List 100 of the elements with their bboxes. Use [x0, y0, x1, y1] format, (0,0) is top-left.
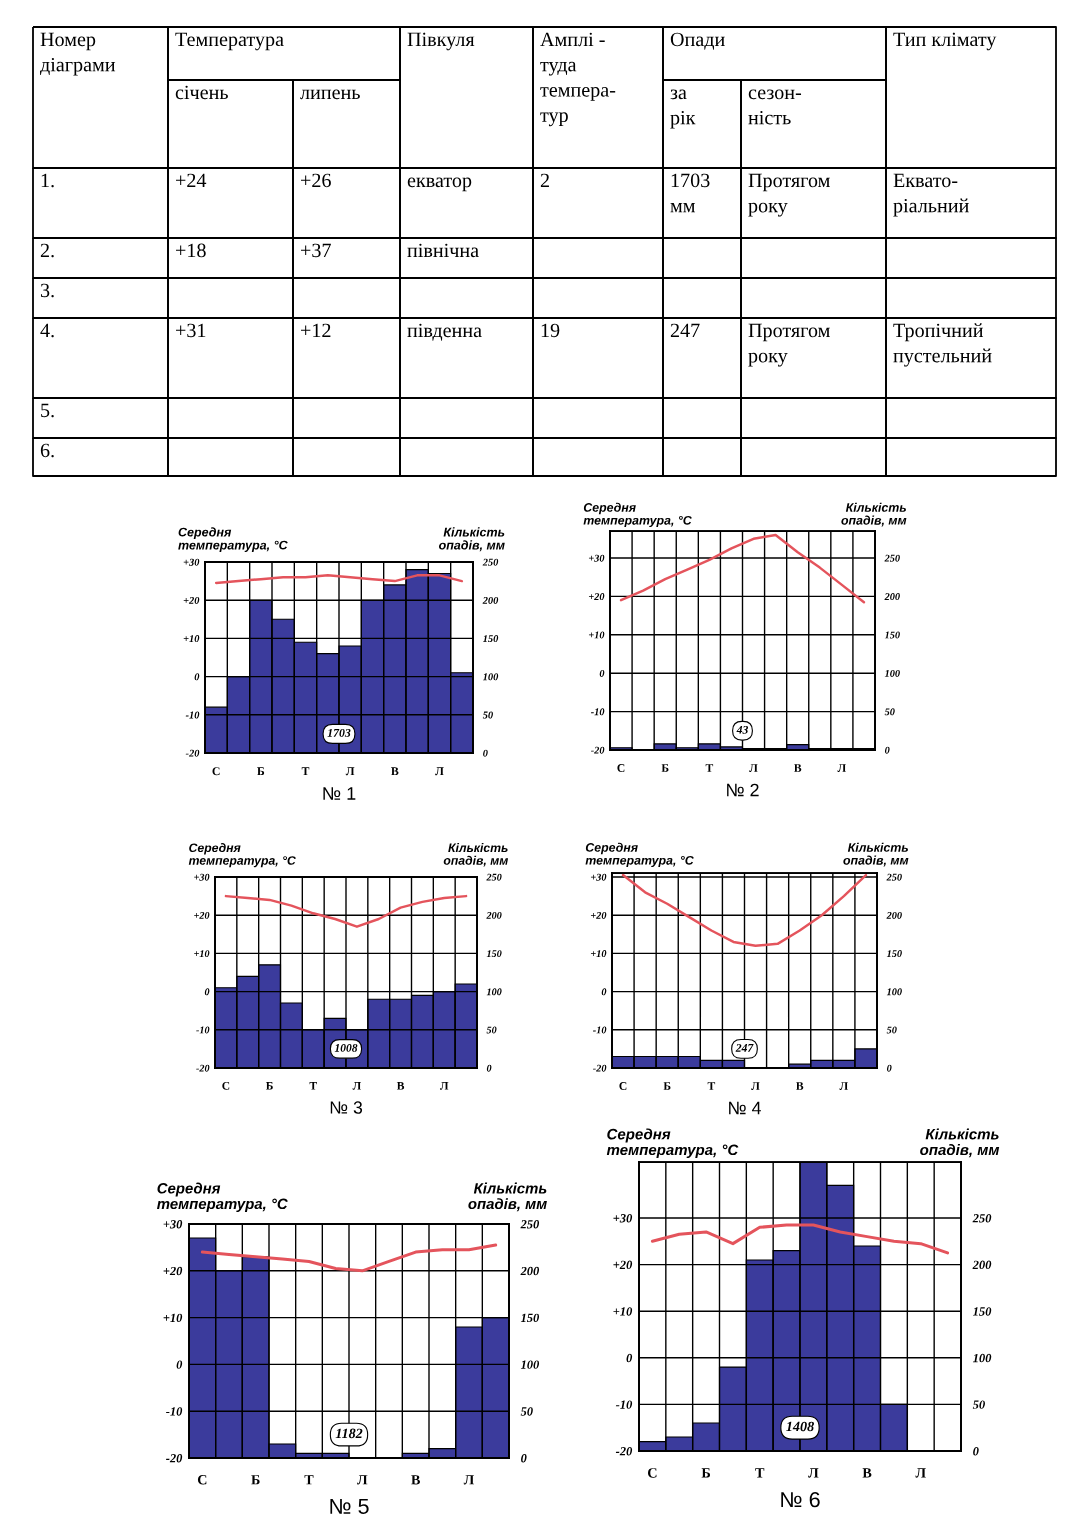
y2-tick-label: 250	[886, 873, 902, 881]
text: Тип клімату	[893, 32, 997, 51]
y-tick-label: -10	[166, 1407, 183, 1416]
text: 2	[540, 173, 549, 187]
text: Протягом року	[748, 323, 830, 367]
y-tick-label: +10	[194, 950, 210, 958]
text: Номер діаграми	[40, 32, 116, 76]
x-tick-label: Л	[915, 1468, 926, 1478]
y2-tick-label: 0	[884, 746, 890, 754]
text: Температура	[175, 32, 284, 51]
x-tick-label: Б	[661, 764, 669, 772]
text: № 1	[323, 787, 356, 800]
y-tick-label: -20	[592, 1064, 607, 1072]
x-tick-label: Т	[707, 1082, 716, 1090]
y2-tick-label: 0	[486, 1064, 492, 1072]
y2-tick-label: 100	[486, 988, 502, 996]
y2-axis-title: Кількість опадів, мм	[468, 1182, 547, 1212]
y2-tick-label: 100	[884, 669, 900, 677]
x-tick-label: Л	[357, 1475, 368, 1485]
y2-axis-title: Кількість опадів, мм	[438, 527, 505, 552]
y2-tick-label: 50	[886, 1026, 897, 1034]
y2-tick-label: 100	[482, 673, 499, 681]
annotation: 1703	[327, 728, 351, 737]
y-tick-label: 0	[204, 988, 210, 996]
text: № 2	[727, 783, 759, 797]
y2-tick-label: 150	[486, 950, 502, 958]
x-tick-label: Т	[309, 1082, 317, 1090]
y2-axis-title: Кількість опадів, мм	[843, 842, 909, 867]
text: +37	[301, 243, 331, 258]
annotation: 1008	[334, 1044, 358, 1052]
text: +24	[176, 173, 207, 187]
y-axis-title: Середня температура, °C	[606, 1128, 739, 1159]
y-tick-label: +20	[194, 911, 210, 919]
y-tick-label: +20	[183, 596, 200, 604]
y-tick-label: 0	[626, 1353, 633, 1363]
y2-tick-label: 250	[482, 558, 499, 566]
y2-tick-label: 200	[486, 911, 502, 919]
x-tick-label: Т	[755, 1468, 765, 1478]
y-tick-label: 0	[599, 669, 605, 677]
text: 2.	[40, 243, 54, 258]
y2-tick-label: 0	[521, 1454, 527, 1463]
y2-tick-label: 50	[884, 708, 895, 716]
x-tick-label: Л	[463, 1475, 475, 1485]
y2-tick-label: 250	[520, 1220, 540, 1229]
text: 6.	[40, 443, 54, 458]
text: екватор	[407, 177, 472, 192]
y2-tick-label: 50	[520, 1407, 533, 1416]
text: № 4	[729, 1101, 761, 1115]
y2-tick-label: 200	[886, 911, 902, 919]
y-tick-label: 0	[601, 988, 607, 996]
annotation: 43	[736, 725, 749, 734]
annotation: 1408	[786, 1421, 814, 1432]
y2-tick-label: 150	[886, 950, 902, 958]
y-tick-label: +20	[163, 1266, 183, 1276]
x-tick-label: В	[862, 1468, 872, 1478]
y2-tick-label: 150	[482, 635, 499, 643]
text: № 3	[330, 1101, 363, 1114]
y-tick-label: -20	[615, 1447, 633, 1456]
y-tick-label: +10	[613, 1307, 633, 1316]
y-tick-label: +30	[163, 1220, 183, 1229]
y2-tick-label: 0	[483, 749, 488, 757]
text: Тропічний пустельний	[893, 323, 992, 367]
y2-tick-label: 100	[886, 988, 902, 996]
x-tick-label: Б	[257, 767, 265, 776]
y-tick-label: -10	[196, 1026, 210, 1034]
x-tick-label: В	[396, 1082, 405, 1090]
x-tick-label: В	[796, 1082, 804, 1090]
y2-tick-label: 100	[520, 1360, 540, 1369]
y2-tick-label: 200	[520, 1266, 540, 1276]
y-axis-title: Середня температура, °C	[585, 842, 694, 868]
y-tick-label: -10	[592, 1026, 607, 1034]
y-tick-label: -20	[166, 1454, 183, 1463]
text: 247	[670, 323, 700, 337]
y-tick-label: -20	[196, 1064, 210, 1072]
y-axis-title: Середня температура, °C	[178, 527, 288, 552]
x-tick-label: С	[617, 764, 625, 772]
x-tick-label: Б	[265, 1082, 273, 1090]
annotation: 247	[735, 1043, 754, 1052]
text: 3.	[40, 283, 54, 298]
text: Півкуля	[407, 32, 475, 51]
x-tick-label: Л	[439, 1082, 449, 1090]
x-tick-label: Б	[251, 1475, 260, 1485]
x-tick-label: В	[794, 764, 802, 772]
x-tick-label: С	[212, 767, 220, 776]
y2-tick-label: 50	[482, 711, 493, 719]
text: 1703 мм	[670, 173, 710, 213]
x-tick-label: Л	[751, 1082, 760, 1090]
x-tick-label: Л	[352, 1082, 362, 1090]
y-tick-label: +10	[163, 1313, 183, 1323]
y-tick-label: +30	[613, 1214, 633, 1223]
text: 5.	[41, 403, 54, 418]
y2-tick-label: 250	[884, 554, 900, 562]
y-axis-title: Середня температура, °C	[583, 502, 692, 528]
y2-tick-label: 150	[884, 631, 900, 639]
y-tick-label: +30	[194, 873, 210, 881]
text: 19	[541, 323, 560, 338]
y-tick-label: +30	[183, 558, 200, 566]
annotation: 1182	[335, 1428, 363, 1439]
x-tick-label: С	[647, 1468, 657, 1478]
y-tick-label: +10	[590, 950, 607, 958]
